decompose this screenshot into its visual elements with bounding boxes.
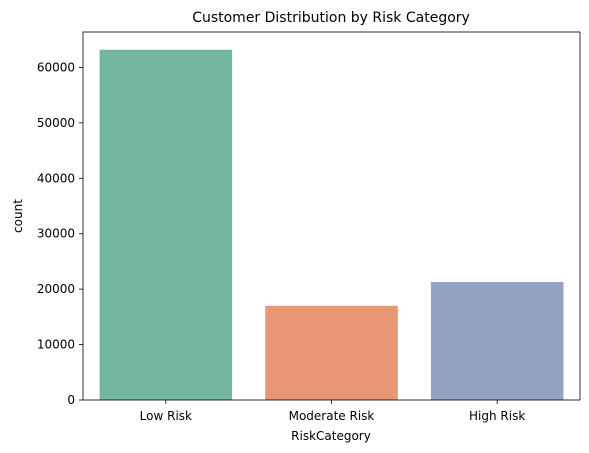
x-tick-label: Moderate Risk — [289, 409, 375, 423]
bar-low-risk — [99, 49, 233, 401]
y-tick-label: 30000 — [37, 227, 75, 241]
chart-title: Customer Distribution by Risk Category — [192, 10, 470, 26]
y-tick-label: 50000 — [37, 116, 75, 130]
bars-group — [99, 49, 564, 401]
x-axis: Low Risk Moderate Risk High Risk — [140, 400, 525, 423]
y-tick-label: 10000 — [37, 338, 75, 352]
x-axis-title: RiskCategory — [291, 429, 371, 443]
y-axis-title: count — [11, 199, 25, 233]
bar-high-risk — [430, 281, 564, 400]
y-tick-label: 0 — [67, 393, 75, 407]
bar-moderate-risk — [265, 305, 398, 400]
y-tick-label: 40000 — [37, 171, 75, 185]
y-tick-label: 60000 — [37, 60, 75, 74]
x-tick-label: Low Risk — [140, 409, 192, 423]
y-tick-label: 20000 — [37, 282, 75, 296]
x-tick-label: High Risk — [469, 409, 525, 423]
y-axis: 0 10000 20000 30000 40000 50000 60000 — [37, 60, 83, 407]
